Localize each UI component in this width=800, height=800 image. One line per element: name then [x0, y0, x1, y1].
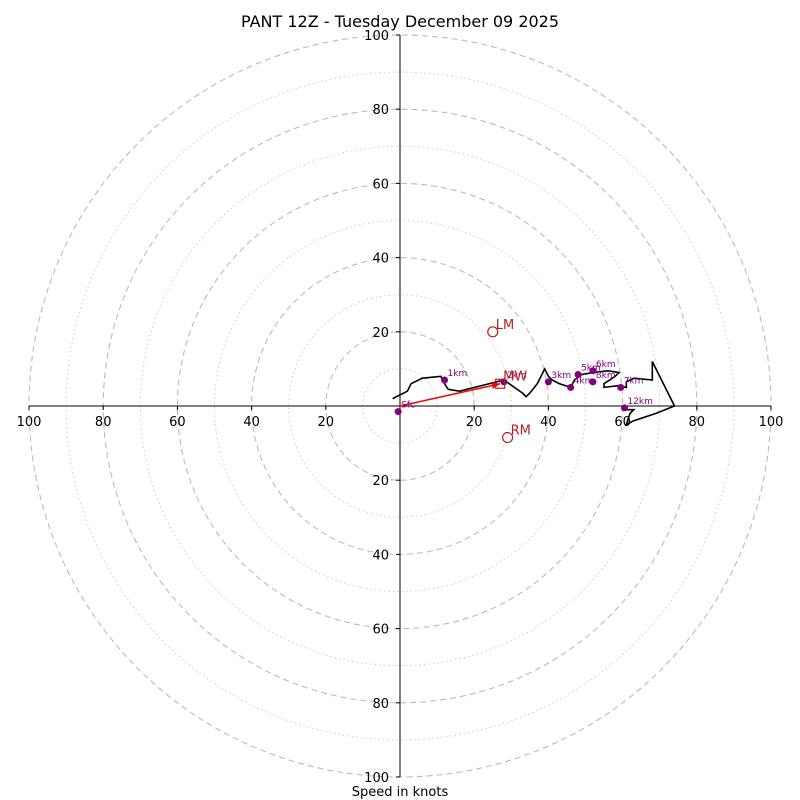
storm-motion-markers: LM RM MW — [487, 318, 531, 444]
tick-labels: 20 20 20 20 40 40 40 40 60 60 60 60 80 80 80 80 100 100 10… — [17, 29, 784, 786]
x-tick-label: 40 — [243, 415, 260, 430]
x-tick-label: 20 — [318, 415, 335, 430]
x-axis-label: Speed in knots — [352, 785, 449, 800]
height-marker-dot — [574, 370, 582, 378]
storm-motion-label: LM — [496, 318, 514, 333]
storm-motion-label: RM — [511, 424, 531, 439]
shear-arrow-line — [399, 383, 501, 407]
height-marker-dot — [617, 383, 625, 391]
height-marker-dot — [500, 378, 508, 386]
x-tick-label: 40 — [540, 415, 557, 430]
height-marker-dot — [394, 408, 402, 416]
x-tick-label: 80 — [689, 415, 706, 430]
x-tick-label: 100 — [17, 415, 42, 430]
y-tick-label: 80 — [372, 103, 389, 118]
wind-trace — [392, 361, 676, 427]
y-tick-label: 20 — [372, 474, 389, 489]
y-tick-label: 60 — [372, 177, 389, 192]
y-tick-label: 80 — [372, 697, 389, 712]
height-marker-label: 7km — [624, 376, 644, 386]
x-tick-label: 100 — [759, 415, 784, 430]
x-tick-label: 20 — [466, 415, 483, 430]
y-tick-label: 100 — [364, 29, 389, 44]
height-marker-dot — [544, 378, 552, 386]
y-tick-label: 40 — [372, 252, 389, 267]
y-tick-label: 20 — [372, 326, 389, 341]
height-marker-label: 12km — [627, 397, 652, 407]
y-tick-label: 60 — [372, 623, 389, 638]
height-marker-label: Sfc — [401, 401, 415, 411]
height-marker-label: 8km — [596, 371, 616, 381]
height-marker-dot — [567, 383, 575, 391]
x-tick-label: 80 — [95, 415, 112, 430]
storm-motion-marker — [495, 378, 506, 389]
height-markers: Sfc1km2km3km4km5km6km7km8km12km — [394, 360, 653, 416]
height-marker-label: 2km — [507, 371, 527, 381]
height-marker-label: 4km — [574, 376, 594, 386]
y-tick-label: 100 — [364, 771, 389, 786]
height-marker-dot — [589, 378, 597, 386]
storm-motion-marker — [487, 326, 499, 338]
y-tick-label: 40 — [372, 548, 389, 563]
height-marker-dot — [441, 376, 449, 384]
shear-arrow — [399, 382, 501, 407]
chart-title: PANT 12Z - Tuesday December 09 2025 — [241, 12, 559, 31]
x-tick-label: 60 — [614, 415, 631, 430]
height-marker-dot — [589, 367, 597, 375]
height-marker-dot — [620, 404, 628, 412]
height-marker-label: 6km — [596, 360, 616, 370]
storm-motion-label: MW — [503, 370, 527, 385]
x-tick-label: 60 — [169, 415, 186, 430]
storm-motion-marker — [501, 431, 514, 444]
height-marker-label: 1km — [448, 369, 468, 379]
height-marker-label: 3km — [551, 371, 571, 381]
